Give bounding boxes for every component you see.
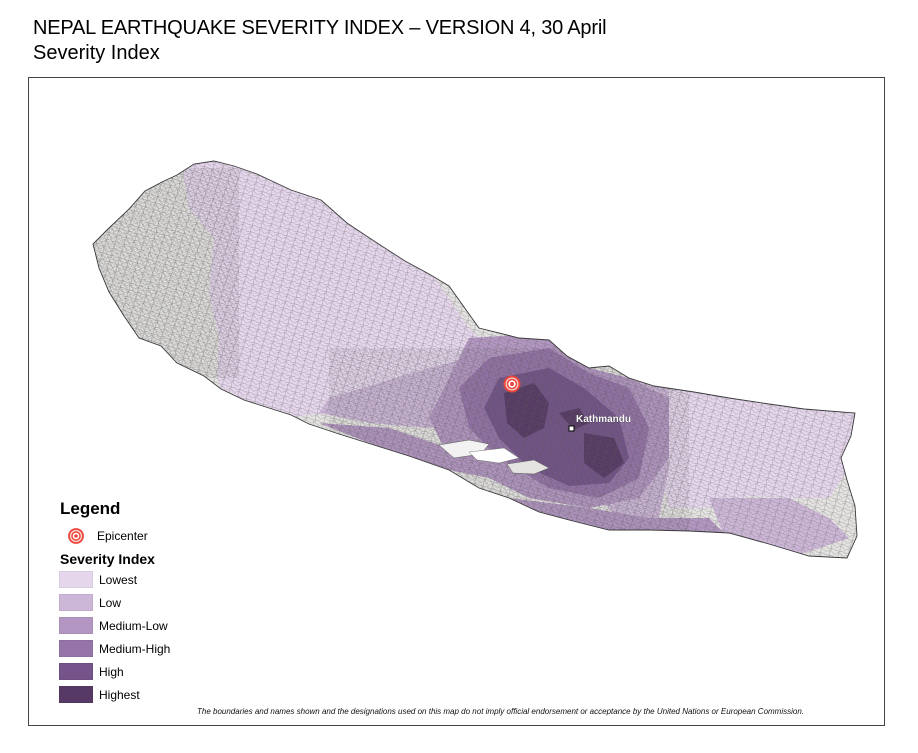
map-frame: Kathmandu Legend Epicenter Severity Inde… (28, 77, 885, 726)
legend-item-label: Highest (99, 687, 140, 702)
legend: Legend Epicenter Severity Index Lowest L… (59, 498, 259, 706)
legend-swatch (59, 617, 93, 634)
legend-swatch (59, 571, 93, 588)
map-subtitle: Severity Index (33, 42, 160, 64)
legend-item-label: Medium-High (99, 641, 171, 656)
epicenter-icon (68, 528, 84, 544)
kathmandu-marker (568, 425, 575, 432)
legend-title: Legend (60, 499, 121, 518)
legend-item-label: Low (99, 595, 122, 610)
legend-item: Low (59, 591, 259, 614)
kathmandu-label: Kathmandu (576, 414, 631, 425)
legend-item: Highest (59, 683, 259, 706)
legend-epicenter-label: Epicenter (97, 529, 148, 543)
disclaimer: The boundaries and names shown and the d… (197, 707, 805, 716)
legend-swatch (59, 640, 93, 657)
legend-swatch (59, 663, 93, 680)
legend-item-label: Medium-Low (99, 618, 168, 633)
map-title: NEPAL EARTHQUAKE SEVERITY INDEX – VERSIO… (33, 17, 607, 39)
legend-item-label: High (99, 664, 124, 679)
legend-epicenter: Epicenter (68, 527, 259, 545)
legend-severity-title: Severity Index (60, 551, 155, 567)
legend-swatch (59, 594, 93, 611)
legend-item: Lowest (59, 568, 259, 591)
legend-item: Medium-High (59, 637, 259, 660)
legend-item-label: Lowest (99, 572, 138, 587)
epicenter-marker (503, 375, 521, 393)
legend-item: Medium-Low (59, 614, 259, 637)
legend-swatch (59, 686, 93, 703)
nepal-map: Kathmandu (92, 160, 858, 559)
legend-item: High (59, 660, 259, 683)
